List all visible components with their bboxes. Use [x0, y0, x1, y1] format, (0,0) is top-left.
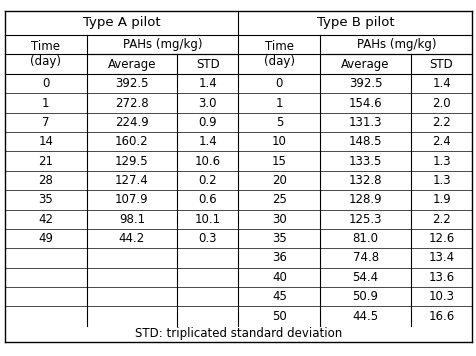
- Text: 21: 21: [38, 155, 53, 168]
- Text: PAHs (mg/kg): PAHs (mg/kg): [122, 38, 202, 51]
- Text: 25: 25: [271, 193, 286, 206]
- Text: 10: 10: [271, 135, 286, 148]
- Text: 125.3: 125.3: [348, 213, 382, 226]
- Text: Time
(day): Time (day): [263, 41, 294, 68]
- Text: STD: STD: [196, 58, 219, 71]
- Text: 49: 49: [38, 232, 53, 245]
- Text: Average: Average: [341, 58, 389, 71]
- Text: 129.5: 129.5: [115, 155, 149, 168]
- Text: 36: 36: [271, 251, 286, 265]
- Text: 44.2: 44.2: [119, 232, 145, 245]
- Text: 45: 45: [271, 290, 286, 303]
- Text: 128.9: 128.9: [348, 193, 382, 206]
- Text: 30: 30: [271, 213, 286, 226]
- Text: 133.5: 133.5: [348, 155, 381, 168]
- Text: 12.6: 12.6: [427, 232, 454, 245]
- Text: 81.0: 81.0: [352, 232, 378, 245]
- Text: 272.8: 272.8: [115, 96, 149, 110]
- Text: 131.3: 131.3: [348, 116, 382, 129]
- Text: PAHs (mg/kg): PAHs (mg/kg): [356, 38, 435, 51]
- Text: 28: 28: [38, 174, 53, 187]
- Text: 35: 35: [271, 232, 286, 245]
- Text: 2.4: 2.4: [431, 135, 450, 148]
- Text: 148.5: 148.5: [348, 135, 382, 148]
- Text: Type B pilot: Type B pilot: [316, 16, 393, 29]
- Text: 392.5: 392.5: [115, 77, 149, 90]
- Text: 1.4: 1.4: [198, 135, 217, 148]
- Text: 1.3: 1.3: [431, 155, 450, 168]
- Text: 224.9: 224.9: [115, 116, 149, 129]
- Text: 154.6: 154.6: [348, 96, 382, 110]
- Text: 1: 1: [275, 96, 283, 110]
- Text: 2.2: 2.2: [431, 116, 450, 129]
- Text: 7: 7: [42, 116, 50, 129]
- Text: 1: 1: [42, 96, 50, 110]
- Text: Average: Average: [108, 58, 156, 71]
- Text: 160.2: 160.2: [115, 135, 149, 148]
- Text: 132.8: 132.8: [348, 174, 382, 187]
- Text: 20: 20: [271, 174, 286, 187]
- Text: 40: 40: [271, 271, 286, 284]
- Text: 98.1: 98.1: [119, 213, 145, 226]
- Text: 5: 5: [275, 116, 282, 129]
- Text: 10.1: 10.1: [194, 213, 220, 226]
- Text: 0.9: 0.9: [198, 116, 217, 129]
- Text: 1.3: 1.3: [431, 174, 450, 187]
- Text: 107.9: 107.9: [115, 193, 149, 206]
- Text: 10.6: 10.6: [194, 155, 220, 168]
- Text: 127.4: 127.4: [115, 174, 149, 187]
- Text: 1.4: 1.4: [431, 77, 450, 90]
- Text: 50.9: 50.9: [352, 290, 378, 303]
- Text: 0.2: 0.2: [198, 174, 217, 187]
- Text: 16.6: 16.6: [427, 310, 454, 323]
- Text: STD: STD: [429, 58, 453, 71]
- Text: 10.3: 10.3: [427, 290, 454, 303]
- Text: 3.0: 3.0: [198, 96, 217, 110]
- Text: 14: 14: [38, 135, 53, 148]
- Text: 1.4: 1.4: [198, 77, 217, 90]
- Text: 13.6: 13.6: [427, 271, 454, 284]
- Text: 35: 35: [38, 193, 53, 206]
- Text: 2.2: 2.2: [431, 213, 450, 226]
- Text: STD: triplicated standard deviation: STD: triplicated standard deviation: [135, 327, 341, 340]
- Text: Time
(day): Time (day): [30, 41, 61, 68]
- Text: 392.5: 392.5: [348, 77, 382, 90]
- Text: 2.0: 2.0: [431, 96, 450, 110]
- Text: 0: 0: [42, 77, 49, 90]
- Text: 15: 15: [271, 155, 286, 168]
- Text: 50: 50: [271, 310, 286, 323]
- Text: 1.9: 1.9: [431, 193, 450, 206]
- Text: 54.4: 54.4: [352, 271, 378, 284]
- Text: 74.8: 74.8: [352, 251, 378, 265]
- Text: 0.6: 0.6: [198, 193, 217, 206]
- Text: Type A pilot: Type A pilot: [83, 16, 160, 29]
- Text: 42: 42: [38, 213, 53, 226]
- Text: 44.5: 44.5: [352, 310, 378, 323]
- Text: 0.3: 0.3: [198, 232, 217, 245]
- Text: 13.4: 13.4: [427, 251, 454, 265]
- Text: 0: 0: [275, 77, 282, 90]
